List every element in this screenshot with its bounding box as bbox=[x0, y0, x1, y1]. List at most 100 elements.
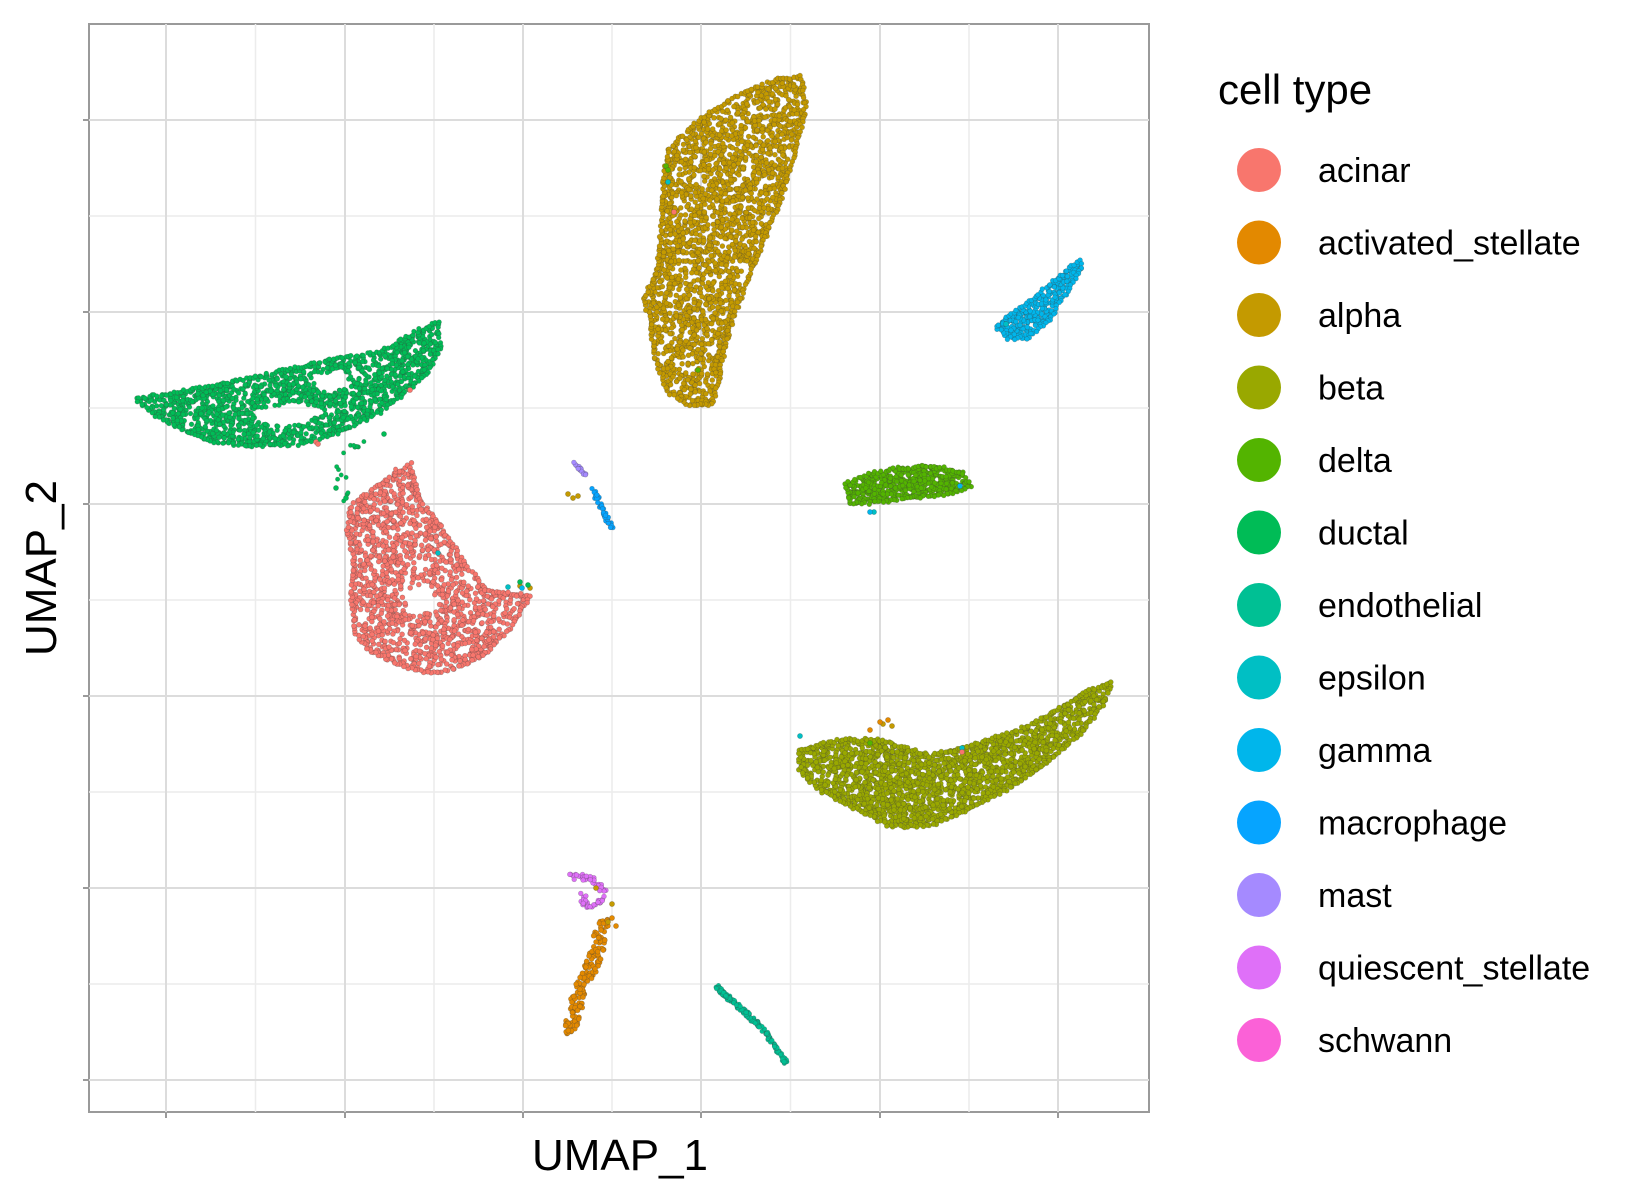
point-acinar bbox=[402, 616, 409, 623]
point-acinar bbox=[447, 569, 454, 575]
point-ductal bbox=[337, 387, 343, 394]
point-acinar bbox=[354, 510, 360, 516]
point-acinar bbox=[449, 656, 455, 663]
point-alpha bbox=[729, 120, 736, 126]
point-ductal bbox=[170, 415, 176, 421]
point-ductal bbox=[324, 365, 330, 371]
point-ductal bbox=[432, 339, 439, 346]
point-ductal bbox=[356, 385, 363, 392]
point-ductal bbox=[235, 436, 241, 442]
point-acinar bbox=[383, 528, 389, 535]
point-acinar bbox=[403, 501, 410, 508]
point-ductal bbox=[362, 385, 368, 392]
point-acinar bbox=[423, 516, 430, 523]
point-ductal bbox=[416, 326, 422, 332]
point-alpha bbox=[695, 321, 702, 328]
point-acinar bbox=[408, 459, 415, 466]
point-ductal bbox=[354, 381, 360, 387]
point-acinar bbox=[399, 594, 406, 601]
point-alpha bbox=[701, 173, 707, 180]
point-acinar bbox=[439, 643, 446, 649]
point-acinar bbox=[423, 655, 430, 662]
point-ductal bbox=[224, 380, 231, 386]
point-ductal bbox=[213, 427, 220, 434]
point-ductal bbox=[312, 418, 318, 425]
point-ductal bbox=[384, 365, 390, 372]
point-acinar bbox=[404, 482, 411, 489]
point-ductal bbox=[382, 353, 388, 359]
point-ductal bbox=[216, 398, 222, 405]
point-alpha bbox=[739, 194, 746, 201]
point-ductal bbox=[267, 382, 273, 388]
point-acinar bbox=[472, 590, 479, 597]
point-alpha bbox=[678, 333, 684, 339]
point-acinar bbox=[398, 520, 404, 526]
point-acinar bbox=[360, 599, 367, 606]
point-ductal bbox=[402, 349, 408, 356]
point-alpha bbox=[716, 166, 723, 172]
point-ductal bbox=[420, 348, 427, 354]
point-ductal bbox=[283, 374, 289, 380]
point-acinar bbox=[351, 623, 357, 629]
point-ductal bbox=[180, 411, 186, 418]
point-acinar bbox=[439, 587, 446, 593]
point-alpha bbox=[676, 286, 682, 293]
point-alpha bbox=[708, 140, 714, 147]
point-acinar bbox=[414, 512, 420, 519]
point-ductal bbox=[195, 426, 201, 433]
point-ductal bbox=[199, 405, 205, 411]
point-ductal bbox=[239, 405, 245, 411]
point-ductal bbox=[383, 405, 390, 411]
point-alpha bbox=[754, 196, 760, 202]
point-ductal bbox=[315, 389, 321, 395]
point-acinar bbox=[388, 498, 394, 504]
point-ductal bbox=[379, 400, 385, 406]
point-alpha bbox=[773, 143, 780, 150]
point-acinar bbox=[388, 559, 394, 566]
point-acinar bbox=[385, 602, 392, 609]
point-ductal bbox=[365, 365, 372, 371]
point-ductal bbox=[254, 433, 260, 439]
point-ductal bbox=[276, 393, 283, 400]
point-ductal bbox=[286, 423, 293, 430]
point-acinar bbox=[412, 641, 419, 648]
point-ductal bbox=[204, 418, 210, 424]
point-ductal bbox=[266, 429, 273, 435]
point-ductal bbox=[202, 423, 208, 430]
point-acinar bbox=[351, 616, 358, 623]
point-acinar bbox=[463, 588, 470, 595]
point-acinar bbox=[483, 629, 490, 635]
point-alpha bbox=[709, 132, 716, 139]
point-alpha bbox=[685, 176, 692, 182]
point-ductal bbox=[258, 374, 264, 380]
point-ductal bbox=[225, 440, 232, 446]
point-ductal bbox=[356, 364, 362, 371]
point-acinar bbox=[375, 641, 382, 648]
point-ductal bbox=[276, 402, 282, 408]
point-ductal bbox=[188, 421, 195, 427]
point-ductal bbox=[173, 394, 180, 401]
point-acinar bbox=[397, 556, 404, 563]
point-ductal bbox=[327, 401, 333, 407]
point-acinar bbox=[386, 579, 393, 586]
point-acinar bbox=[368, 507, 374, 514]
point-acinar bbox=[422, 566, 429, 573]
point-acinar bbox=[427, 528, 433, 535]
point-acinar bbox=[410, 576, 417, 582]
point-acinar bbox=[473, 637, 480, 644]
point-alpha bbox=[683, 338, 689, 344]
point-acinar bbox=[465, 583, 472, 589]
point-ductal bbox=[171, 422, 177, 428]
point-acinar bbox=[479, 620, 485, 626]
point-acinar bbox=[375, 558, 382, 565]
point-ductal bbox=[286, 435, 293, 442]
point-ductal bbox=[343, 474, 349, 480]
point-acinar bbox=[376, 615, 383, 622]
point-ductal bbox=[406, 344, 412, 350]
point-ductal bbox=[351, 423, 358, 429]
point-alpha bbox=[751, 245, 758, 252]
point-alpha bbox=[702, 201, 708, 208]
point-acinar bbox=[422, 555, 429, 562]
point-acinar bbox=[399, 543, 406, 550]
point-ductal bbox=[215, 417, 222, 423]
